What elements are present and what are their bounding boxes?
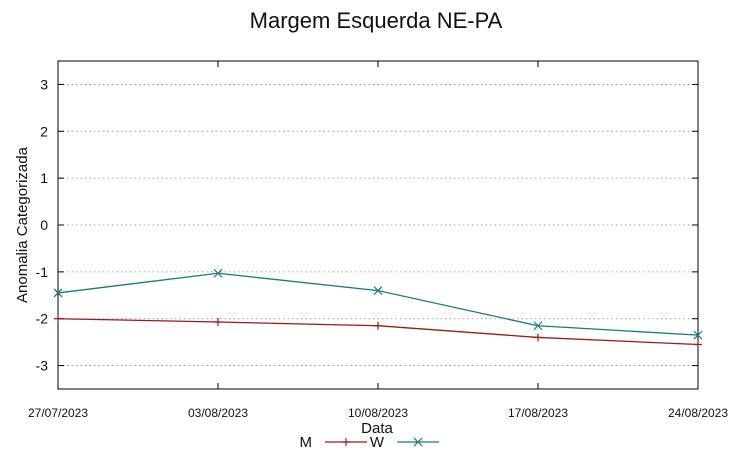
data-point-M [534, 333, 542, 342]
data-point-M [374, 321, 382, 330]
legend-marker-W [413, 437, 423, 447]
x-tick-label: 27/07/2023 [28, 406, 88, 420]
data-point-M [54, 314, 62, 323]
y-tick-label: 1 [40, 170, 48, 186]
x-axis: 27/07/2023 03/08/2023 10/08/2023 17/08/2023… [28, 61, 728, 420]
x-tick-label: 17/08/2023 [508, 406, 568, 420]
y-tick-label: 0 [40, 217, 48, 233]
x-tick-label: 24/08/2023 [668, 406, 728, 420]
chart-title: Margem Esquerda NE-PA [250, 8, 503, 33]
data-point-W [533, 321, 543, 331]
y-tick-label: -1 [36, 264, 49, 280]
grid-lines [58, 84, 698, 366]
y-tick-label: -3 [36, 358, 49, 374]
data-point-M [214, 317, 222, 326]
data-point-M [694, 340, 702, 349]
y-tick-label: -2 [36, 311, 49, 327]
data-point-W [213, 268, 223, 278]
series-group [53, 268, 703, 349]
x-tick-label: 03/08/2023 [188, 406, 248, 420]
legend-label-W: W [370, 434, 385, 451]
legend-label-M: M [300, 434, 313, 451]
y-tick-label: 3 [40, 76, 48, 92]
legend-marker-M [342, 438, 350, 446]
y-axis-label: Anomalia Categorizada [14, 146, 31, 303]
data-point-W [53, 288, 63, 298]
x-tick-label: 10/08/2023 [348, 406, 408, 420]
y-tick-label: 2 [40, 123, 48, 139]
data-point-W [693, 330, 703, 340]
data-point-W [373, 286, 383, 296]
x-axis-label: Data [361, 420, 393, 437]
y-axis: 3 2 1 0 -1 -2 -3 [36, 76, 698, 374]
